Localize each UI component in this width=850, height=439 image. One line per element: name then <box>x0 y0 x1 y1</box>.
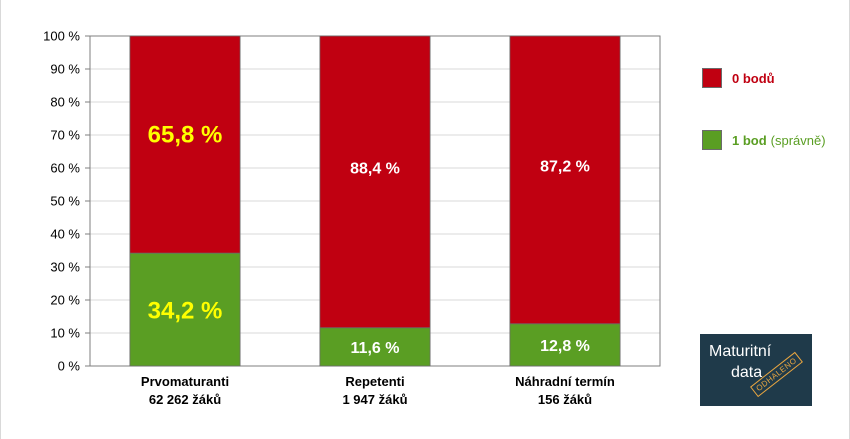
bar-segment <box>129 35 241 254</box>
legend-item-0-bodu: 0 bodů <box>702 66 826 90</box>
bar-segment <box>509 35 621 325</box>
x-category-label: Repetenti <box>345 374 404 389</box>
x-category-label: Prvomaturanti <box>141 374 229 389</box>
x-category-label: Náhradní termín <box>515 374 615 389</box>
data-label: 87,2 % <box>540 158 590 175</box>
y-tick-label: 100 % <box>43 29 80 44</box>
y-tick-label: 80 % <box>50 95 80 110</box>
legend-swatch-1-bod <box>702 130 722 150</box>
legend-item-1-bod: 1 bod (správně) <box>702 128 826 152</box>
y-tick-label: 10 % <box>50 326 80 341</box>
legend: 0 bodů 1 bod (správně) <box>702 66 826 190</box>
data-label: 12,8 % <box>540 338 590 355</box>
y-tick-label: 20 % <box>50 293 80 308</box>
data-label: 65,8 % <box>148 122 223 149</box>
bar-segment <box>129 252 241 367</box>
y-tick-label: 0 % <box>58 359 81 374</box>
data-label: 11,6 % <box>351 340 400 357</box>
x-category-label: 62 262 žáků <box>149 392 221 407</box>
legend-label-1-bod: 1 bod <box>732 132 767 148</box>
maturitni-data-logo: Maturitní data ODHALENO <box>700 334 812 406</box>
y-tick-label: 60 % <box>50 161 80 176</box>
data-label: 34,2 % <box>148 298 223 325</box>
legend-label-0-bodu: 0 bodů <box>732 70 775 86</box>
x-category-label: 156 žáků <box>538 392 592 407</box>
logo-line1: Maturitní <box>709 343 772 360</box>
legend-swatch-0-bodu <box>702 68 722 88</box>
logo-line2: data <box>731 364 763 381</box>
bar-segment <box>319 327 431 367</box>
data-label: 88,4 % <box>350 160 400 177</box>
y-tick-label: 70 % <box>50 128 80 143</box>
legend-note-1-bod: (správně) <box>770 132 826 148</box>
x-category-label: 1 947 žáků <box>342 392 407 407</box>
y-tick-label: 40 % <box>50 227 80 242</box>
y-tick-label: 30 % <box>50 260 80 275</box>
bar-segment <box>319 35 431 329</box>
y-tick-label: 90 % <box>50 62 80 77</box>
bar-segment <box>509 323 621 367</box>
y-tick-label: 50 % <box>50 194 80 209</box>
